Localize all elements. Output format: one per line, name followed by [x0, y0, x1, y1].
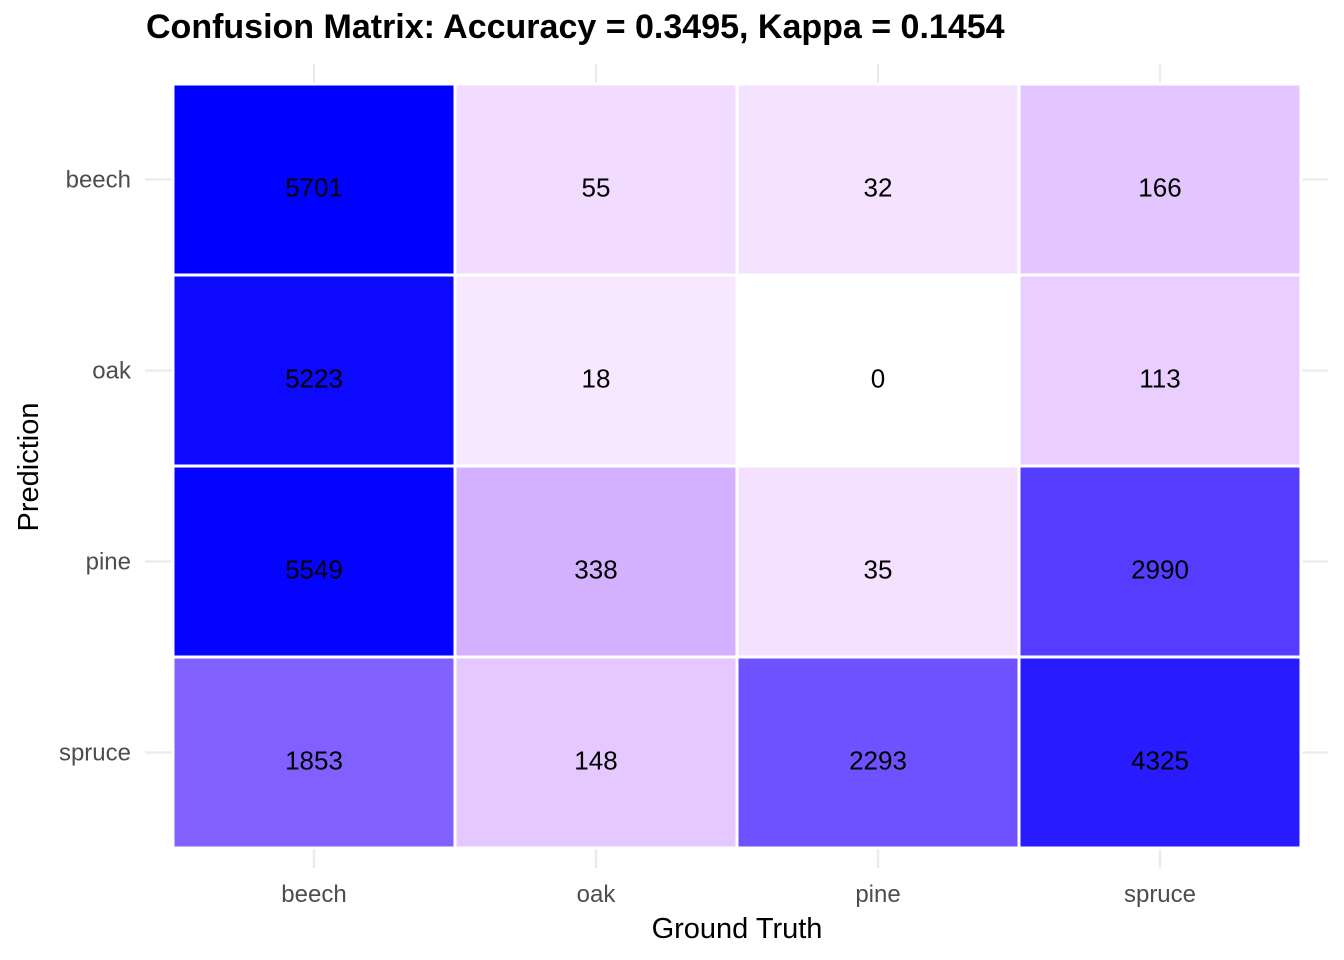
cell-value-label: 0	[871, 364, 885, 394]
y-axis-title: Prediction	[13, 403, 45, 532]
heatmap-cell	[1017, 82, 1303, 277]
heatmap-cells	[171, 82, 1303, 850]
y-axis-ticks: beech oak pine spruce	[59, 167, 132, 767]
y-tick-label: beech	[66, 167, 131, 194]
cell-value-label: 1853	[285, 746, 343, 776]
cell-value-label: 55	[582, 173, 611, 203]
cell-value-label: 2990	[1131, 555, 1189, 585]
heatmap-cell	[1017, 464, 1303, 659]
x-tick-label: oak	[577, 881, 617, 908]
cell-value-label: 2293	[849, 746, 907, 776]
heatmap-cell	[171, 464, 457, 659]
cell-value-label: 113	[1139, 364, 1180, 394]
cell-value-label: 32	[864, 173, 893, 203]
cell-value-label: 5701	[285, 173, 343, 203]
heatmap-cell	[735, 273, 1021, 468]
heatmap-cell	[453, 82, 739, 277]
cell-value-label: 35	[864, 555, 893, 585]
heatmap-cell	[171, 655, 457, 850]
heatmap-cell	[735, 82, 1021, 277]
heatmap-cell	[453, 464, 739, 659]
heatmap-cell	[453, 655, 739, 850]
cell-value-label: 166	[1138, 173, 1181, 203]
heatmap-cell	[735, 464, 1021, 659]
y-tick-label: spruce	[59, 740, 131, 767]
x-axis-title: Ground Truth	[652, 913, 823, 945]
cell-value-label: 4325	[1131, 746, 1189, 776]
x-axis-ticks: beech oak pine spruce	[281, 850, 1196, 908]
chart-title: Confusion Matrix: Accuracy = 0.3495, Kap…	[146, 8, 1005, 46]
heatmap-cell	[735, 655, 1021, 850]
heatmap-cell	[1017, 273, 1303, 468]
y-tick-label: pine	[86, 549, 131, 576]
x-tick-label: beech	[281, 881, 346, 908]
cell-value-labels: 5701 55 32 166 5223 18 0 113 5549 338 35 2990 1853 14…	[285, 173, 1189, 776]
cell-value-label: 18	[582, 364, 611, 394]
heatmap-cell	[171, 273, 457, 468]
heatmap-cell	[453, 273, 739, 468]
heatmap-cell	[171, 82, 457, 277]
heatmap-cell	[1017, 655, 1303, 850]
y-tick-label: oak	[92, 358, 132, 385]
cell-value-label: 148	[574, 746, 617, 776]
cell-value-label: 338	[574, 555, 617, 585]
x-tick-label: pine	[855, 881, 900, 908]
x-tick-label: spruce	[1124, 881, 1196, 908]
cell-value-label: 5549	[285, 555, 343, 585]
cell-value-label: 5223	[285, 364, 343, 394]
